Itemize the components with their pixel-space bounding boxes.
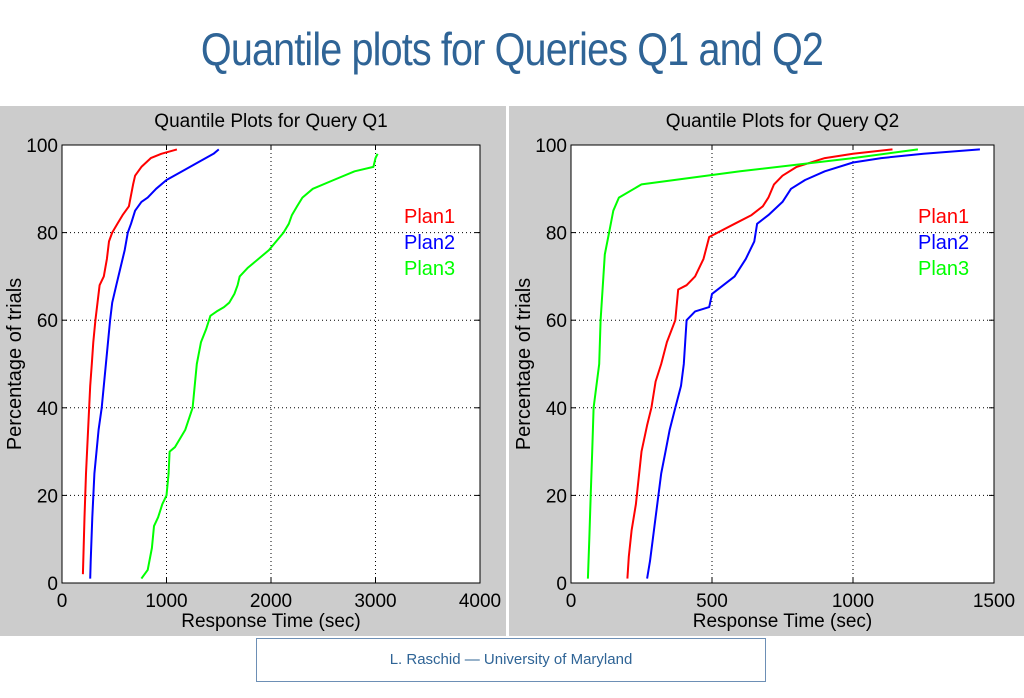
- series-line-plan3: [140, 153, 379, 580]
- y-axis-label: Percentage of trials: [4, 278, 26, 450]
- y-tick-label: 0: [556, 574, 567, 595]
- y-tick-label: 40: [546, 399, 567, 420]
- chart-title: Quantile Plots for Query Q2: [666, 111, 899, 132]
- x-axis-label: Response Time (sec): [693, 611, 873, 632]
- y-tick-label: 60: [546, 311, 567, 332]
- y-tick-label: 20: [37, 486, 58, 507]
- footer-credit: L. Raschid — University of Maryland: [256, 638, 766, 682]
- slide-title: Quantile plots for Queries Q1 and Q2: [200, 23, 824, 75]
- chart-panel-q1: 0 1000 2000 3000 4000 0 20 40 60 80 100 Quantile Pl…: [0, 106, 506, 636]
- legend-entry-plan2: Plan2: [404, 232, 455, 254]
- legend-entry-plan3: Plan3: [918, 258, 969, 280]
- series-line-plan1: [626, 148, 893, 579]
- legend-entry-plan2: Plan2: [918, 232, 969, 254]
- y-tick-label: 100: [535, 136, 567, 157]
- chart-title: Quantile Plots for Query Q1: [154, 111, 387, 132]
- y-tick-label: 40: [37, 399, 58, 420]
- plot-area: [571, 145, 994, 583]
- y-axis-label: Percentage of trials: [513, 278, 535, 450]
- x-tick-label: 1000: [832, 591, 874, 612]
- series-line-plan3: [586, 148, 919, 579]
- x-tick-label: 1500: [973, 591, 1015, 612]
- x-tick-label: 1000: [145, 591, 187, 612]
- legend-entry-plan3: Plan3: [404, 258, 455, 280]
- series-line-plan2: [89, 148, 220, 579]
- x-tick-label: 500: [696, 591, 728, 612]
- y-tick-label: 0: [47, 574, 58, 595]
- chart-panel-q2: 0 500 1000 1500 0 20 40 60 80 100 Quantile Plots f…: [509, 106, 1024, 636]
- y-tick-label: 20: [546, 486, 567, 507]
- quantile-chart-q2: 0 500 1000 1500 0 20 40 60 80 100 Quantile Plots f…: [513, 111, 1015, 632]
- legend-entry-plan1: Plan1: [918, 206, 969, 228]
- y-tick-label: 60: [37, 311, 58, 332]
- x-axis-label: Response Time (sec): [181, 611, 361, 632]
- y-tick-label: 80: [37, 224, 58, 245]
- y-tick-label: 100: [26, 136, 58, 157]
- x-tick-label: 2000: [250, 591, 292, 612]
- plot-area: [62, 145, 480, 583]
- y-tick-label: 80: [546, 224, 567, 245]
- series-line-plan1: [81, 148, 178, 575]
- x-tick-label: 0: [57, 591, 68, 612]
- x-tick-label: 0: [566, 591, 577, 612]
- x-tick-label: 3000: [354, 591, 396, 612]
- legend-entry-plan1: Plan1: [404, 206, 455, 228]
- quantile-chart-q1: 0 1000 2000 3000 4000 0 20 40 60 80 100 Quantile Pl…: [4, 111, 501, 632]
- series-line-plan2: [646, 148, 980, 579]
- x-tick-label: 4000: [459, 591, 501, 612]
- axes-frame: [570, 144, 995, 584]
